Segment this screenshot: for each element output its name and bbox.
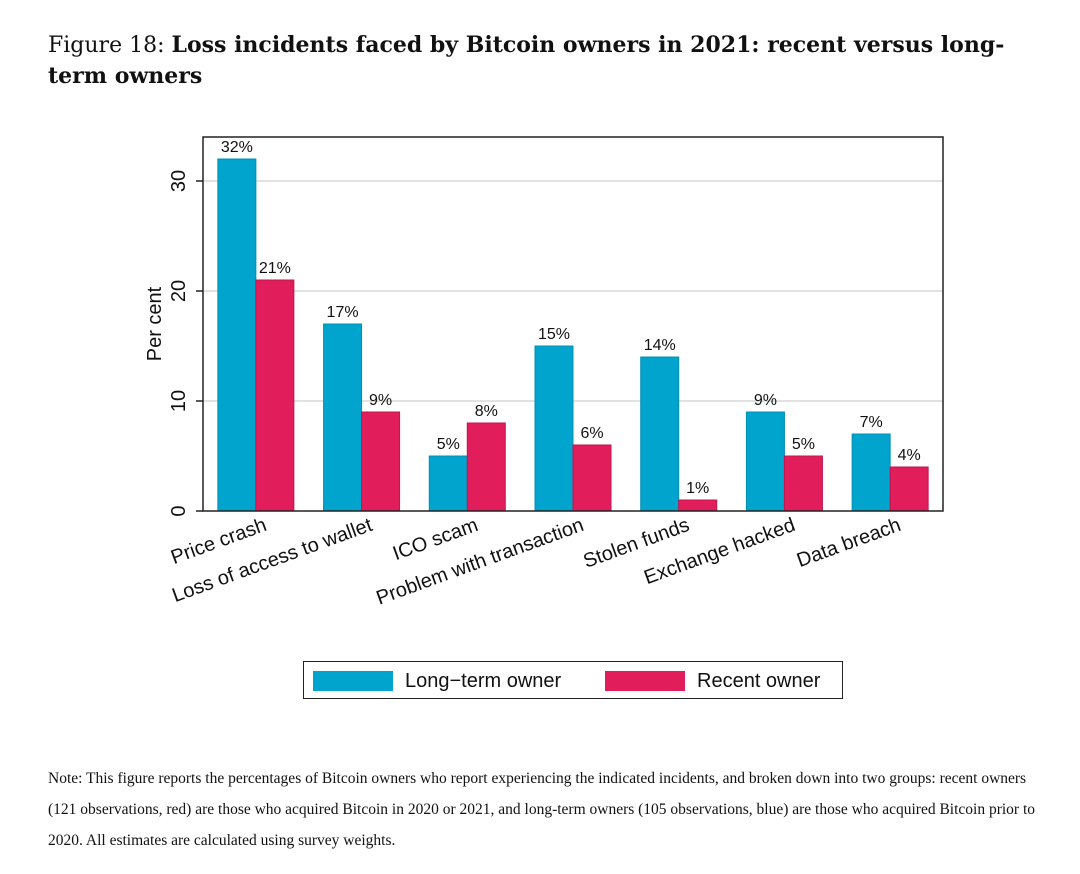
legend-swatch-recent [605,671,685,691]
figure-caption: Figure 18: Loss incidents faced by Bitco… [48,30,1048,92]
x-tick-label: Data breach [794,514,904,572]
data-label: 9% [369,392,392,409]
data-label: 15% [538,326,570,343]
bar-long-term [217,158,257,512]
bar-long-term [745,411,785,512]
data-label: 14% [644,337,676,354]
plot-frame [202,136,944,512]
bar-recent [889,466,929,512]
data-label: 4% [898,447,921,464]
bar-long-term [640,356,680,512]
data-label: 21% [259,260,291,277]
legend-swatch-long-term [313,671,393,691]
y-tick-label: 0 [168,505,190,516]
bar-recent [678,499,718,512]
bar-long-term [323,323,363,512]
bar-recent [255,279,295,512]
figure-title: Loss incidents faced by Bitcoin owners i… [48,32,1005,89]
data-label: 6% [580,425,603,442]
y-tick-label: 10 [168,390,190,412]
legend-label-recent: Recent owner [697,670,821,692]
y-tick-label: 30 [168,170,190,192]
bar-recent [466,422,506,512]
bar-long-term [851,433,891,512]
chart-legend: Long−term owner Recent owner [303,661,843,699]
data-label: 17% [327,304,359,321]
data-label: 9% [754,392,777,409]
figure-note: Note: This figure reports the percentage… [48,770,1036,849]
bar-recent [361,411,401,512]
data-label: 8% [475,403,498,420]
data-label: 7% [860,414,883,431]
legend-label-long-term: Long−term owner [405,670,562,692]
data-label: 32% [221,139,253,156]
y-axis-title: Per cent [144,286,166,361]
bar-recent [783,455,823,512]
y-tick-label: 20 [168,280,190,302]
bar-long-term [428,455,468,512]
bar-recent [572,444,612,512]
data-label: 5% [437,436,460,453]
figure-label: Figure 18: [48,33,165,58]
data-label: 1% [686,480,709,497]
data-label: 5% [792,436,815,453]
x-tick-label: Loss of access to wallet [169,514,375,607]
bar-long-term [534,345,574,512]
